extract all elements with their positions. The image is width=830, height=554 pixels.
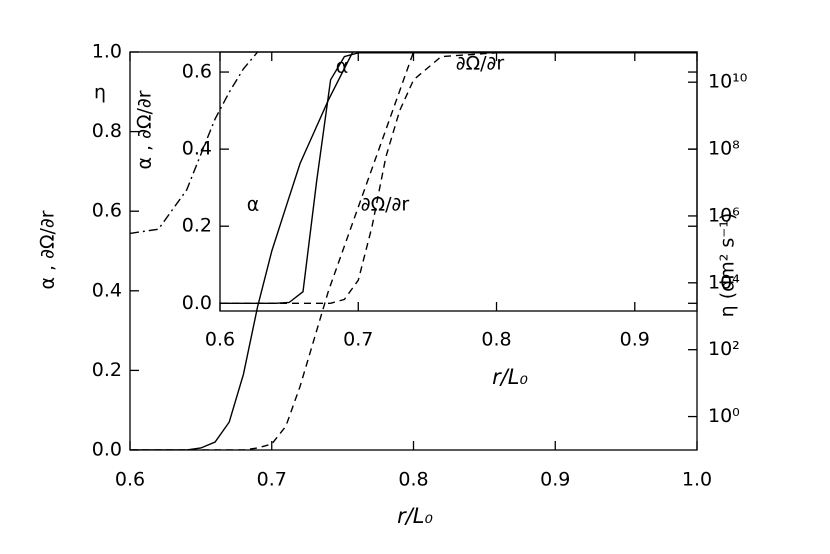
y-tick-label: 1.0 — [92, 41, 122, 63]
x-tick-label: 0.8 — [481, 329, 511, 351]
y-tick-label: 0.8 — [92, 120, 122, 142]
y2-tick-label: 10¹⁰ — [708, 71, 747, 93]
y2-tick-label: 10⁸ — [708, 138, 740, 160]
series-line — [130, 52, 415, 450]
y-tick-label: 0.0 — [92, 439, 122, 461]
y-tick-label: 0.0 — [182, 292, 212, 314]
x-tick-label: 0.6 — [205, 329, 235, 351]
x-tick-label: 0.8 — [398, 469, 428, 491]
series-line — [220, 52, 697, 304]
y2-axis-label: η (dm² s⁻¹) — [717, 213, 739, 318]
y-tick-label: 0.2 — [182, 215, 212, 237]
plot-area — [220, 52, 697, 304]
y-tick-label: 0.6 — [92, 200, 122, 222]
plot-frame — [129, 51, 698, 451]
series-line — [220, 52, 697, 304]
curve-label: ∂Ω/∂r — [456, 53, 505, 75]
x-axis-label: r/L₀ — [397, 504, 433, 528]
plot-area — [130, 52, 415, 450]
x-tick-label: 0.9 — [540, 469, 570, 491]
y-tick-label: 0.6 — [182, 61, 212, 83]
x-tick-label: 0.7 — [343, 329, 373, 351]
x-tick-label: 0.9 — [620, 329, 650, 351]
x-tick-label: 1.0 — [682, 469, 712, 491]
y2-tick-label: 10⁶ — [708, 204, 740, 226]
curve-label: α — [247, 194, 260, 216]
y2-tick-label: 10⁴ — [708, 271, 740, 293]
y-axis-label: α , ∂Ω/∂r — [37, 210, 59, 289]
curve-label: η — [94, 82, 106, 104]
series-line — [130, 52, 259, 235]
y-tick-label: 0.2 — [92, 359, 122, 381]
y-axis-label: α , ∂Ω/∂r — [134, 90, 156, 169]
x-axis-label: r/L₀ — [492, 365, 528, 389]
plot-frame — [219, 51, 698, 312]
curve-label: ∂Ω/∂r — [361, 194, 410, 216]
y2-tick-label: 10² — [708, 338, 740, 360]
x-tick-label: 0.6 — [115, 469, 145, 491]
y2-tick-label: 10⁰ — [708, 405, 740, 427]
x-tick-label: 0.7 — [257, 469, 287, 491]
y-tick-label: 0.4 — [182, 138, 212, 160]
y-tick-label: 0.4 — [92, 279, 122, 301]
curve-label: α — [336, 56, 349, 78]
